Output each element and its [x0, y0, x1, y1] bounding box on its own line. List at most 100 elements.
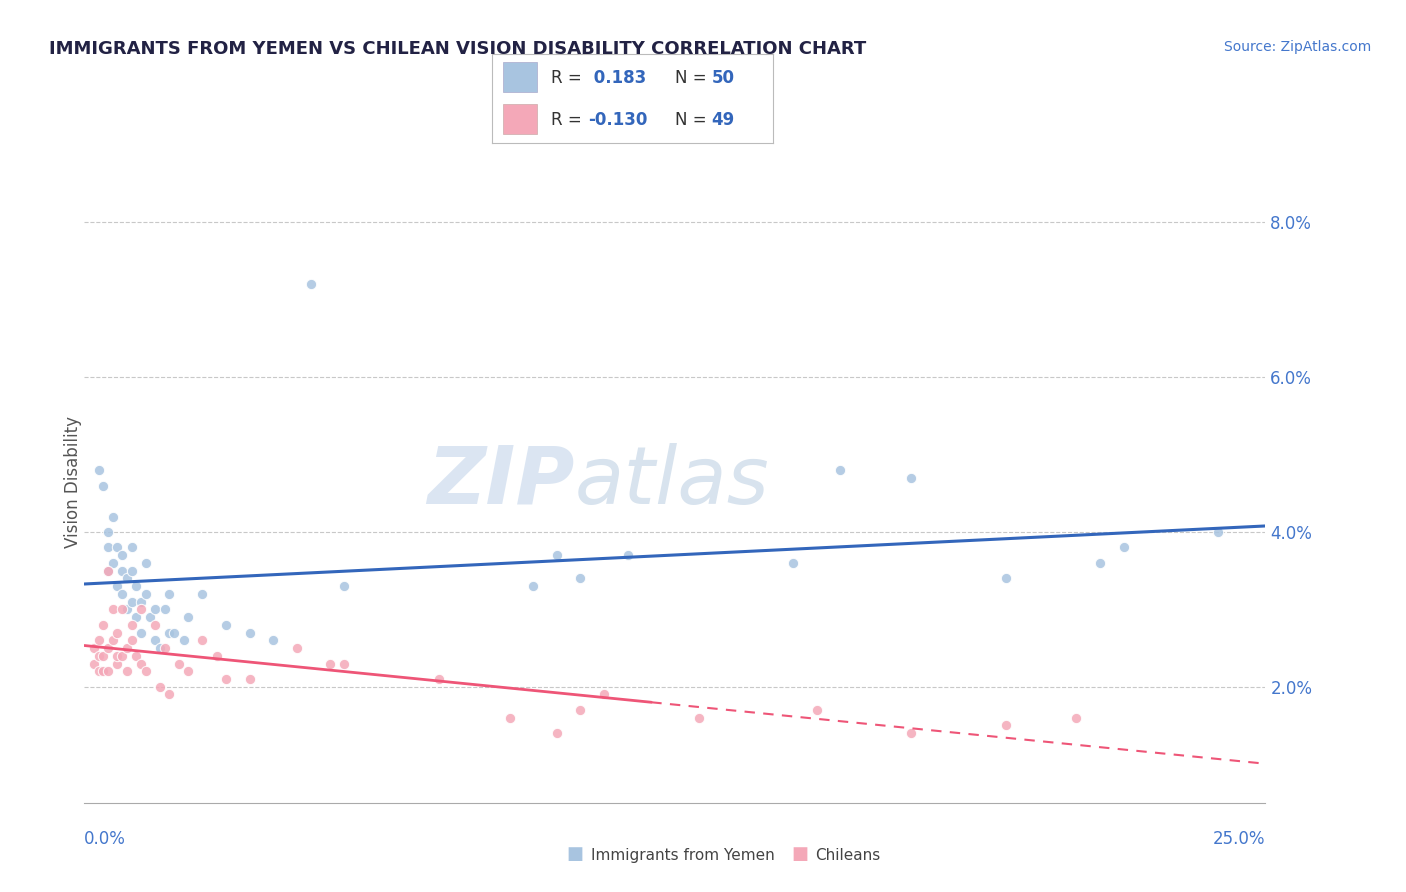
Point	[87, 648, 110, 663]
Point	[115, 641, 138, 656]
Text: N =: N =	[675, 111, 711, 128]
Point	[157, 688, 180, 702]
Point	[129, 594, 152, 608]
Point	[191, 633, 214, 648]
Point	[163, 625, 186, 640]
Text: R =: R =	[551, 111, 588, 128]
Text: ZIP: ZIP	[427, 442, 575, 521]
Point	[135, 665, 157, 679]
Point	[143, 602, 166, 616]
Point	[129, 602, 152, 616]
Point	[111, 587, 134, 601]
Point	[125, 648, 148, 663]
Point	[205, 648, 228, 663]
Point	[121, 594, 143, 608]
Point	[149, 680, 172, 694]
Point	[215, 617, 238, 632]
Point	[121, 541, 143, 555]
Text: atlas: atlas	[575, 442, 769, 521]
Text: IMMIGRANTS FROM YEMEN VS CHILEAN VISION DISABILITY CORRELATION CHART: IMMIGRANTS FROM YEMEN VS CHILEAN VISION …	[49, 40, 866, 58]
Point	[215, 672, 238, 686]
Point	[498, 711, 520, 725]
Point	[153, 641, 176, 656]
Point	[177, 610, 200, 624]
Point	[900, 471, 922, 485]
Point	[115, 571, 138, 585]
Point	[97, 564, 120, 578]
Point	[239, 625, 262, 640]
Point	[83, 657, 105, 671]
Point	[593, 688, 616, 702]
Point	[107, 657, 129, 671]
Point	[191, 587, 214, 601]
Point	[688, 711, 710, 725]
Point	[1066, 711, 1088, 725]
Point	[616, 548, 638, 562]
Point	[97, 665, 120, 679]
Point	[546, 726, 568, 740]
Y-axis label: Vision Disability: Vision Disability	[65, 416, 82, 548]
Text: Immigrants from Yemen: Immigrants from Yemen	[591, 848, 775, 863]
Point	[239, 672, 262, 686]
Text: R =: R =	[551, 69, 588, 87]
Text: 50: 50	[711, 69, 734, 87]
Point	[333, 657, 356, 671]
Point	[115, 665, 138, 679]
Point	[107, 648, 129, 663]
Point	[167, 657, 190, 671]
Point	[111, 648, 134, 663]
Point	[157, 587, 180, 601]
Point	[830, 463, 852, 477]
Point	[121, 617, 143, 632]
Point	[135, 587, 157, 601]
Text: ■: ■	[567, 846, 583, 863]
Point	[173, 633, 195, 648]
Point	[149, 641, 172, 656]
Point	[107, 625, 129, 640]
Text: Chileans: Chileans	[815, 848, 880, 863]
Point	[1088, 556, 1111, 570]
Point	[900, 726, 922, 740]
Text: 49: 49	[711, 111, 735, 128]
Point	[91, 648, 114, 663]
Point	[101, 633, 124, 648]
Point	[333, 579, 356, 593]
Point	[129, 657, 152, 671]
Point	[129, 625, 152, 640]
Point	[121, 564, 143, 578]
Point	[111, 548, 134, 562]
Point	[91, 617, 114, 632]
Point	[101, 602, 124, 616]
Text: 0.0%: 0.0%	[84, 830, 127, 847]
Point	[107, 541, 129, 555]
Point	[115, 602, 138, 616]
Point	[285, 641, 308, 656]
Point	[1112, 541, 1135, 555]
Point	[139, 610, 162, 624]
Point	[994, 718, 1017, 732]
Point	[522, 579, 544, 593]
Point	[569, 703, 592, 717]
Point	[101, 509, 124, 524]
Point	[143, 633, 166, 648]
Point	[569, 571, 592, 585]
FancyBboxPatch shape	[503, 62, 537, 92]
Point	[782, 556, 804, 570]
Point	[994, 571, 1017, 585]
Point	[87, 463, 110, 477]
Text: ■: ■	[792, 846, 808, 863]
Point	[806, 703, 828, 717]
Point	[97, 641, 120, 656]
Point	[299, 277, 322, 292]
Point	[262, 633, 284, 648]
Point	[83, 641, 105, 656]
Text: 0.183: 0.183	[588, 69, 645, 87]
Point	[177, 665, 200, 679]
Point	[87, 665, 110, 679]
Point	[111, 602, 134, 616]
Point	[91, 665, 114, 679]
Point	[97, 524, 120, 539]
Point	[135, 556, 157, 570]
Text: Source: ZipAtlas.com: Source: ZipAtlas.com	[1223, 40, 1371, 54]
Point	[107, 579, 129, 593]
